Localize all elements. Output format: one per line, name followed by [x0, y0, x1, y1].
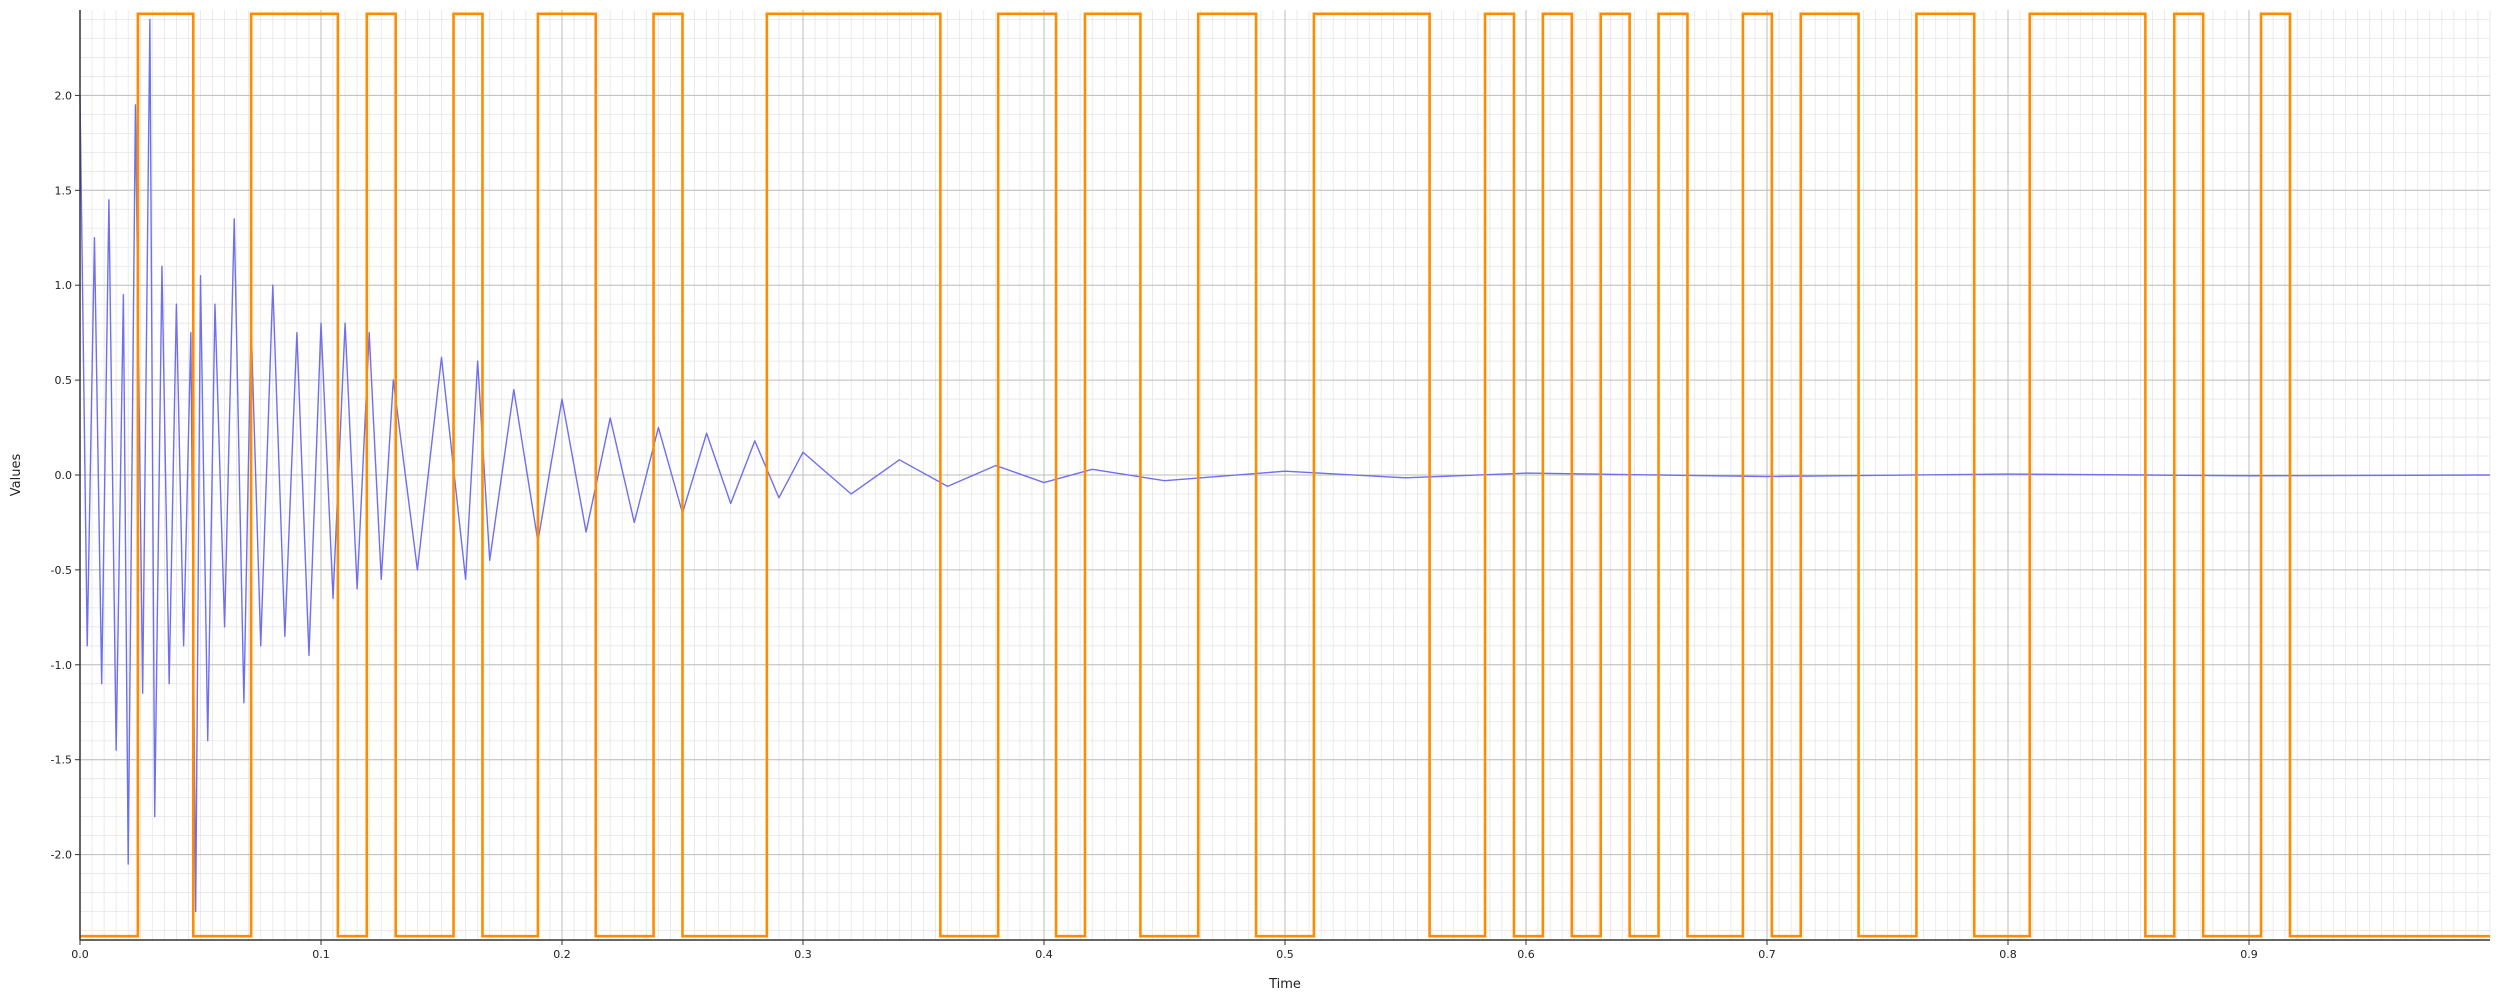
- x-tick-label: 0.9: [2240, 948, 2258, 961]
- y-tick-label: -1.0: [51, 659, 72, 672]
- y-tick-label: -2.0: [51, 849, 72, 862]
- x-tick-label: 0.2: [553, 948, 571, 961]
- x-tick-label: 0.5: [1276, 948, 1294, 961]
- x-axis-label: Time: [1268, 977, 1301, 992]
- square-wave-series: [80, 12, 2490, 938]
- y-tick-label: 1.0: [55, 279, 73, 292]
- x-tick-label: 0.1: [312, 948, 330, 961]
- y-tick-label: -1.5: [51, 754, 72, 767]
- y-ticks: 2.0 1.5 1.0 0.5 0.0 -0.5 -1.0 -1.5 -2.0: [51, 89, 80, 862]
- x-tick-label: 0.0: [71, 948, 89, 961]
- y-tick-label: 0.0: [55, 469, 73, 482]
- x-ticks: 0.0 0.1 0.2 0.3 0.4 0.5 0.6 0.7 0.8 0.9: [71, 940, 2258, 961]
- y-tick-label: 0.5: [55, 374, 73, 387]
- y-tick-label: -0.5: [51, 564, 72, 577]
- y-tick-label: 2.0: [55, 89, 73, 102]
- x-tick-label: 0.7: [1758, 948, 1776, 961]
- x-tick-label: 0.3: [794, 948, 812, 961]
- series-layer: [79, 12, 2491, 938]
- y-axis-label: Values: [9, 454, 24, 497]
- y-tick-label: 1.5: [55, 184, 73, 197]
- x-tick-label: 0.6: [1517, 948, 1535, 961]
- x-tick-label: 0.8: [1999, 948, 2017, 961]
- x-tick-label: 0.4: [1035, 948, 1053, 961]
